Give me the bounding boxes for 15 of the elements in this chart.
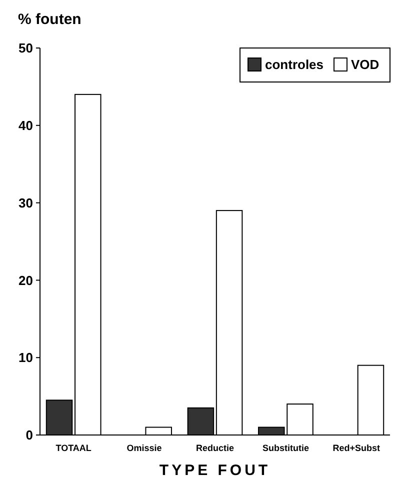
x-tick-label: Red+Subst — [332, 443, 380, 453]
y-tick-label: 50 — [18, 40, 33, 56]
x-tick-label: Reductie — [196, 443, 234, 453]
x-axis-title: TYPE FOUT — [159, 462, 271, 479]
y-tick-label: 0 — [26, 428, 33, 443]
y-axis-title: % fouten — [18, 11, 82, 28]
y-tick-label: 20 — [18, 272, 33, 288]
y-tick-label: 10 — [18, 350, 33, 366]
x-tick-label: Substitutie — [262, 443, 309, 453]
y-tick-label: 30 — [18, 195, 33, 210]
x-tick-label: Omissie — [126, 443, 162, 453]
x-tick-label: TOTAAL — [56, 443, 92, 453]
y-tick-label: 40 — [18, 118, 33, 133]
legend-label: VOD — [351, 57, 380, 72]
legend-label: controles — [265, 57, 324, 72]
